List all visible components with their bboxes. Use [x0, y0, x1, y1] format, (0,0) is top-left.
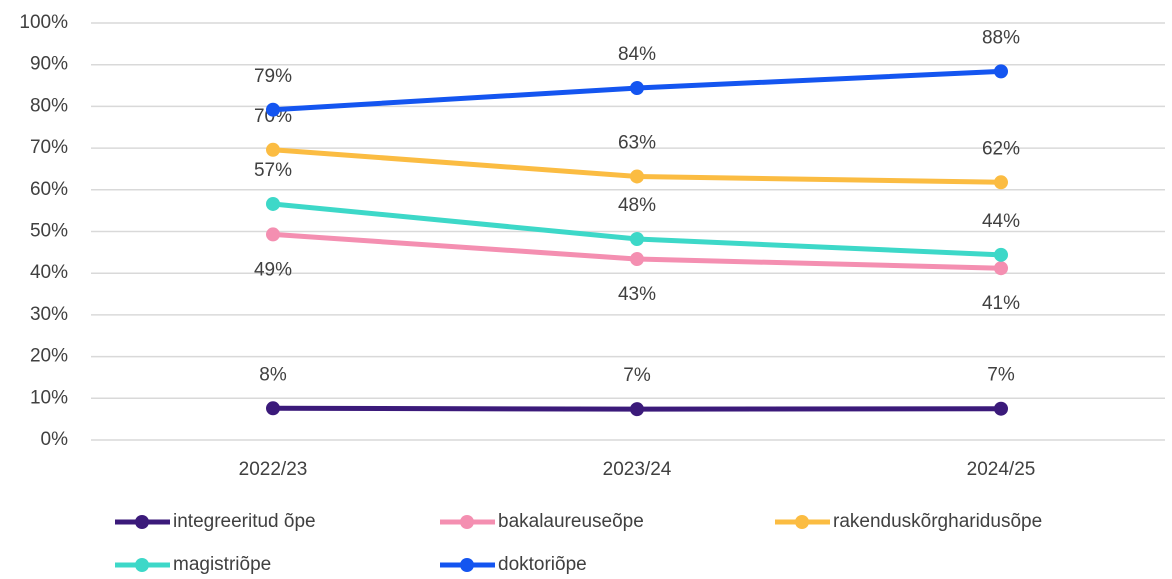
point	[994, 175, 1008, 190]
legend-marker	[460, 515, 474, 529]
x-tick-label: 2024/25	[967, 459, 1036, 480]
data-label: 79%	[254, 66, 292, 87]
data-label: 41%	[982, 293, 1020, 314]
data-label: 63%	[618, 132, 656, 153]
y-tick-label: 50%	[30, 221, 68, 242]
point	[630, 232, 644, 247]
point	[630, 402, 644, 417]
y-tick-label: 10%	[30, 387, 68, 408]
legend-label: bakalaureuseõpe	[498, 511, 644, 532]
point	[630, 81, 644, 96]
point	[266, 142, 280, 157]
data-label: 88%	[982, 27, 1020, 48]
legend-label: rakenduskõrgharidusõpe	[833, 511, 1042, 532]
legend-marker	[795, 515, 809, 529]
y-tick-label: 100%	[19, 12, 68, 33]
point	[266, 227, 280, 242]
point	[994, 401, 1008, 416]
y-tick-label: 40%	[30, 262, 68, 283]
y-tick-label: 0%	[41, 429, 69, 450]
data-label: 48%	[618, 195, 656, 216]
x-tick-label: 2023/24	[603, 459, 672, 480]
data-label: 57%	[254, 160, 292, 181]
y-tick-label: 70%	[30, 137, 68, 158]
data-label: 44%	[982, 211, 1020, 232]
point	[266, 102, 280, 117]
legend-marker	[460, 558, 474, 572]
data-label: 84%	[618, 44, 656, 65]
legend-marker	[135, 558, 149, 572]
y-tick-label: 80%	[30, 95, 68, 116]
point	[994, 247, 1008, 262]
point	[994, 261, 1008, 276]
x-tick-label: 2022/23	[239, 459, 308, 480]
legend-label: integreeritud õpe	[173, 511, 316, 532]
y-tick-label: 60%	[30, 179, 68, 200]
legend-label: doktoriõpe	[498, 554, 587, 575]
legend-label: magistriõpe	[173, 554, 271, 575]
point	[266, 401, 280, 416]
data-label: 8%	[259, 364, 287, 385]
data-label: 43%	[618, 284, 656, 305]
point	[266, 196, 280, 211]
data-label: 7%	[987, 365, 1015, 386]
data-label: 7%	[623, 365, 651, 386]
point	[630, 252, 644, 267]
point	[994, 64, 1008, 79]
point	[630, 169, 644, 184]
data-label: 49%	[254, 259, 292, 280]
y-tick-label: 30%	[30, 304, 68, 325]
y-tick-label: 90%	[30, 54, 68, 75]
data-label: 62%	[982, 138, 1020, 159]
legend-marker	[135, 515, 149, 529]
y-tick-label: 20%	[30, 346, 68, 367]
